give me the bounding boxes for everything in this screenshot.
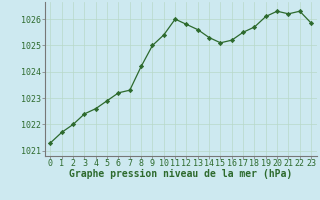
X-axis label: Graphe pression niveau de la mer (hPa): Graphe pression niveau de la mer (hPa) — [69, 169, 292, 179]
